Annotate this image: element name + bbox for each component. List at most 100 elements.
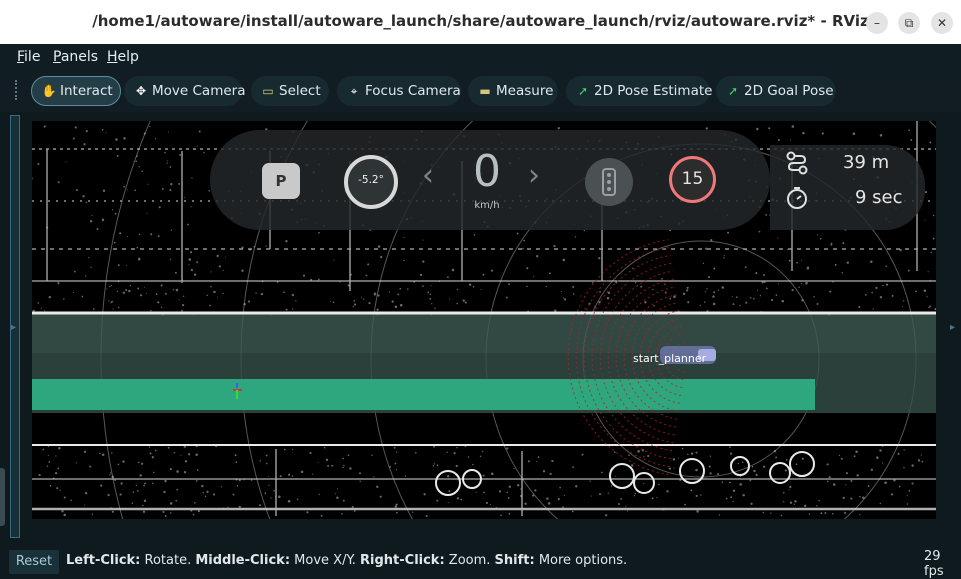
point	[90, 266, 92, 268]
left-expand-arrow-icon[interactable]: ▸	[11, 322, 17, 333]
point	[633, 495, 636, 497]
point	[643, 482, 645, 485]
point	[536, 255, 539, 258]
render-viewport[interactable]: start_planner P -5.2° ‹ › 0 km/h 15	[32, 121, 936, 519]
tool-2d-goal-pose[interactable]: ➚ 2D Goal Pose	[716, 76, 836, 106]
point	[136, 246, 139, 249]
point	[32, 177, 33, 180]
point	[557, 126, 560, 130]
point	[507, 497, 510, 499]
point	[859, 495, 861, 498]
point	[668, 467, 671, 470]
point	[176, 488, 179, 491]
close-button[interactable]: ✕	[931, 12, 953, 34]
toolbar-grip-handle[interactable]	[15, 80, 19, 100]
right-dock-area	[936, 121, 961, 519]
point	[803, 504, 807, 508]
point	[312, 473, 314, 475]
point	[879, 502, 882, 505]
point	[170, 183, 173, 186]
point	[157, 235, 160, 238]
point	[826, 463, 829, 466]
point	[190, 509, 193, 512]
ray-arc	[567, 239, 669, 475]
point	[879, 449, 882, 452]
minimize-button[interactable]: –	[866, 12, 888, 34]
point	[125, 289, 128, 292]
point	[318, 493, 320, 496]
point	[291, 293, 295, 297]
point	[138, 233, 141, 236]
tree	[679, 458, 705, 484]
point	[513, 468, 515, 470]
point	[742, 493, 745, 497]
point	[785, 459, 788, 461]
right-expand-arrow-icon[interactable]: ▸	[950, 322, 956, 333]
point	[751, 465, 754, 468]
point	[184, 460, 188, 463]
point	[906, 494, 908, 496]
menu-help[interactable]: Help	[107, 49, 139, 65]
point	[143, 499, 147, 503]
ray-arc	[655, 325, 683, 389]
point	[681, 447, 684, 450]
steering-wheel-icon	[344, 155, 398, 209]
point	[196, 145, 198, 147]
point	[666, 490, 669, 493]
green-arrow-icon: ➚	[577, 84, 589, 98]
scene-canvas[interactable]: start_planner	[32, 121, 936, 519]
tool-focus-camera[interactable]: ⌖ Focus Camera	[337, 76, 461, 106]
tool-move-camera[interactable]: ✥ Move Camera	[124, 76, 245, 106]
ego-vehicle-cabin	[698, 349, 716, 361]
point	[146, 293, 148, 295]
tool-2d-pose-estimate[interactable]: ➚ 2D Pose Estimate	[566, 76, 712, 106]
point	[342, 499, 345, 502]
point	[410, 280, 412, 282]
point	[247, 300, 251, 303]
point	[117, 463, 120, 466]
point	[57, 467, 60, 470]
point	[702, 262, 705, 265]
menu-file[interactable]: File	[17, 49, 41, 65]
point	[164, 292, 167, 295]
menu-panels[interactable]: Panels	[53, 49, 99, 65]
menu-bar: File Panels Help	[0, 44, 961, 70]
point	[618, 503, 620, 505]
point	[65, 161, 67, 163]
left-dock-collapse-bar[interactable]	[10, 115, 20, 538]
point	[775, 456, 778, 459]
mouse-hint-text: Left-Click: Rotate. Middle-Click: Move X…	[66, 553, 628, 568]
tool-interact[interactable]: ✋ Interact	[31, 76, 121, 106]
point	[394, 305, 398, 309]
point	[126, 189, 129, 191]
point	[875, 286, 878, 290]
point	[373, 476, 375, 478]
point	[89, 219, 93, 223]
point	[882, 284, 884, 287]
point	[929, 279, 932, 282]
reset-button[interactable]: Reset	[9, 550, 59, 574]
point	[292, 308, 294, 310]
point	[664, 291, 667, 294]
point	[259, 460, 261, 462]
point	[759, 295, 762, 297]
point	[516, 484, 520, 487]
point	[890, 493, 894, 496]
point	[84, 504, 86, 506]
tool-select[interactable]: ▭ Select	[251, 76, 329, 106]
point	[62, 298, 65, 300]
point	[265, 128, 268, 131]
point	[723, 255, 725, 257]
point	[241, 269, 244, 272]
dock-side-handle[interactable]	[0, 468, 5, 526]
point	[182, 295, 185, 297]
point	[397, 293, 400, 296]
point	[706, 288, 708, 290]
point	[526, 285, 528, 288]
point	[559, 486, 561, 489]
maximize-button[interactable]: ⧉	[898, 12, 920, 34]
tool-measure[interactable]: ▬ Measure	[468, 76, 558, 106]
point	[45, 226, 49, 229]
point	[479, 455, 482, 458]
point	[341, 513, 343, 515]
